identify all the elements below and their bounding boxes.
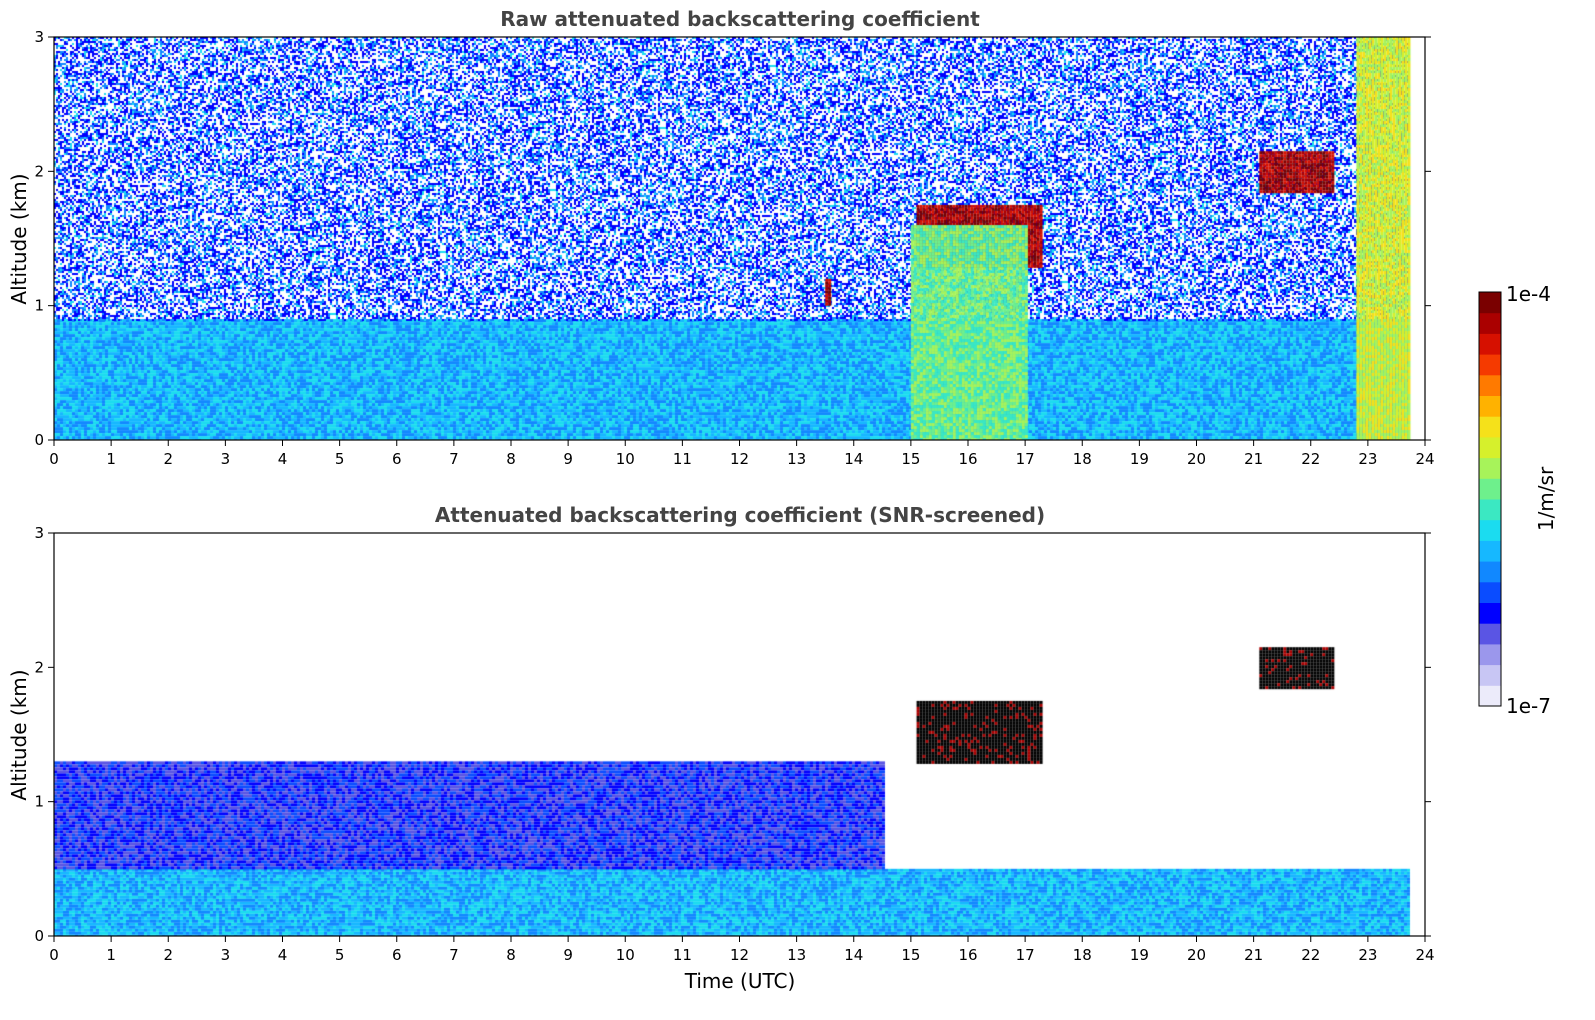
x-tick-label: 2 xyxy=(163,946,173,964)
heatmap-raster xyxy=(54,533,1425,936)
colorbar-segment xyxy=(1479,623,1501,645)
x-tick-label: 8 xyxy=(506,946,516,964)
colorbar-segment xyxy=(1479,436,1501,459)
colorbar-segment xyxy=(1479,374,1501,396)
x-tick-label: 10 xyxy=(616,450,635,468)
y-tick-label: 3 xyxy=(34,28,44,46)
x-tick-label: 0 xyxy=(49,450,59,468)
colorbar-frame xyxy=(1478,291,1502,707)
x-tick-label: 23 xyxy=(1358,450,1377,468)
colorbar-segment xyxy=(1479,643,1501,666)
heatmap-raster xyxy=(54,37,1425,440)
colorbar-max-label: 1e-4 xyxy=(1506,282,1551,306)
colorbar: 1e-4 1e-7 1/m/sr xyxy=(1478,282,1558,718)
x-tick-label: 13 xyxy=(787,450,806,468)
colorbar-scale xyxy=(1479,292,1501,707)
colorbar-segment xyxy=(1479,395,1501,417)
x-tick-label: 13 xyxy=(787,946,806,964)
colorbar-unit-label: 1/m/sr xyxy=(1534,466,1558,531)
panel-raw: Raw attenuated backscattering coefficien… xyxy=(7,7,1435,468)
x-tick-label: 24 xyxy=(1415,946,1434,964)
x-tick-label: 2 xyxy=(163,450,173,468)
x-tick-label: 22 xyxy=(1301,946,1320,964)
colorbar-segment xyxy=(1479,540,1501,562)
x-tick-label: 16 xyxy=(958,946,977,964)
y-tick-label: 0 xyxy=(34,927,44,945)
colorbar-min-label: 1e-7 xyxy=(1506,694,1551,718)
y-tick-label: 0 xyxy=(34,431,44,449)
x-tick-label: 4 xyxy=(278,946,288,964)
x-tick-label: 17 xyxy=(1016,946,1035,964)
colorbar-segment xyxy=(1479,561,1501,583)
x-tick-label: 1 xyxy=(106,946,116,964)
chart-title: Attenuated backscattering coefficient (S… xyxy=(435,503,1045,527)
x-tick-label: 12 xyxy=(730,946,749,964)
colorbar-segment xyxy=(1479,354,1501,376)
heatmap-image xyxy=(54,533,1425,936)
x-tick-label: 7 xyxy=(449,946,459,964)
x-tick-label: 0 xyxy=(49,946,59,964)
x-tick-label: 21 xyxy=(1244,450,1263,468)
colorbar-segment xyxy=(1479,312,1501,334)
x-tick-label: 20 xyxy=(1187,450,1206,468)
y-tick-label: 2 xyxy=(34,162,44,180)
y-tick-label: 1 xyxy=(34,793,44,811)
axes: 0 1 2 3 4 5 6 7 8 9 10 11 12 13 14 15 16 17 18 19 20 21 22 23 24… xyxy=(34,524,1434,964)
colorbar-segment xyxy=(1479,416,1501,438)
x-tick-label: 10 xyxy=(616,946,635,964)
colorbar-segment xyxy=(1479,333,1501,355)
colorbar-segment xyxy=(1479,499,1501,521)
x-tick-label: 20 xyxy=(1187,946,1206,964)
x-tick-label: 11 xyxy=(673,946,692,964)
x-tick-label: 12 xyxy=(730,450,749,468)
y-axis-label: Altitude (km) xyxy=(7,173,31,304)
colorbar-segment xyxy=(1479,602,1501,624)
colorbar-segment xyxy=(1479,685,1501,707)
x-tick-label: 9 xyxy=(563,450,573,468)
colorbar-segment xyxy=(1479,478,1501,500)
x-tick-label: 3 xyxy=(221,450,231,468)
x-tick-label: 7 xyxy=(449,450,459,468)
colorbar-segment xyxy=(1479,519,1501,541)
x-tick-label: 18 xyxy=(1073,450,1092,468)
panel-screened: Attenuated backscattering coefficient (S… xyxy=(7,503,1435,993)
axes: 0 1 2 3 4 5 6 7 8 9 10 11 12 13 14 15 16 17 18 19 20 21 22 23 24… xyxy=(34,28,1434,468)
chart-title: Raw attenuated backscattering coefficien… xyxy=(500,7,980,31)
colorbar-segment xyxy=(1479,664,1501,686)
x-tick-label: 5 xyxy=(335,450,345,468)
x-tick-label: 22 xyxy=(1301,450,1320,468)
x-tick-label: 6 xyxy=(392,946,402,964)
y-axis-label: Altitude (km) xyxy=(7,669,31,800)
x-tick-label: 9 xyxy=(563,946,573,964)
x-tick-label: 11 xyxy=(673,450,692,468)
x-tick-label: 18 xyxy=(1073,946,1092,964)
x-tick-label: 14 xyxy=(844,450,863,468)
x-tick-label: 16 xyxy=(958,450,977,468)
x-tick-label: 15 xyxy=(901,946,920,964)
x-tick-label: 6 xyxy=(392,450,402,468)
x-tick-label: 8 xyxy=(506,450,516,468)
x-tick-label: 21 xyxy=(1244,946,1263,964)
x-axis-label: Time (UTC) xyxy=(684,969,796,993)
x-tick-label: 1 xyxy=(106,450,116,468)
colorbar-segment xyxy=(1479,581,1501,603)
x-tick-label: 17 xyxy=(1016,450,1035,468)
x-tick-label: 3 xyxy=(221,946,231,964)
x-tick-label: 19 xyxy=(1130,450,1149,468)
x-tick-label: 24 xyxy=(1415,450,1434,468)
x-tick-label: 19 xyxy=(1130,946,1149,964)
y-tick-label: 1 xyxy=(34,297,44,315)
x-tick-label: 14 xyxy=(844,946,863,964)
x-tick-label: 23 xyxy=(1358,946,1377,964)
y-tick-label: 3 xyxy=(34,524,44,542)
y-tick-label: 2 xyxy=(34,658,44,676)
colorbar-segment xyxy=(1479,292,1501,314)
x-tick-label: 15 xyxy=(901,450,920,468)
x-tick-label: 5 xyxy=(335,946,345,964)
x-tick-label: 4 xyxy=(278,450,288,468)
colorbar-segment xyxy=(1479,457,1501,479)
heatmap-image xyxy=(54,37,1425,440)
